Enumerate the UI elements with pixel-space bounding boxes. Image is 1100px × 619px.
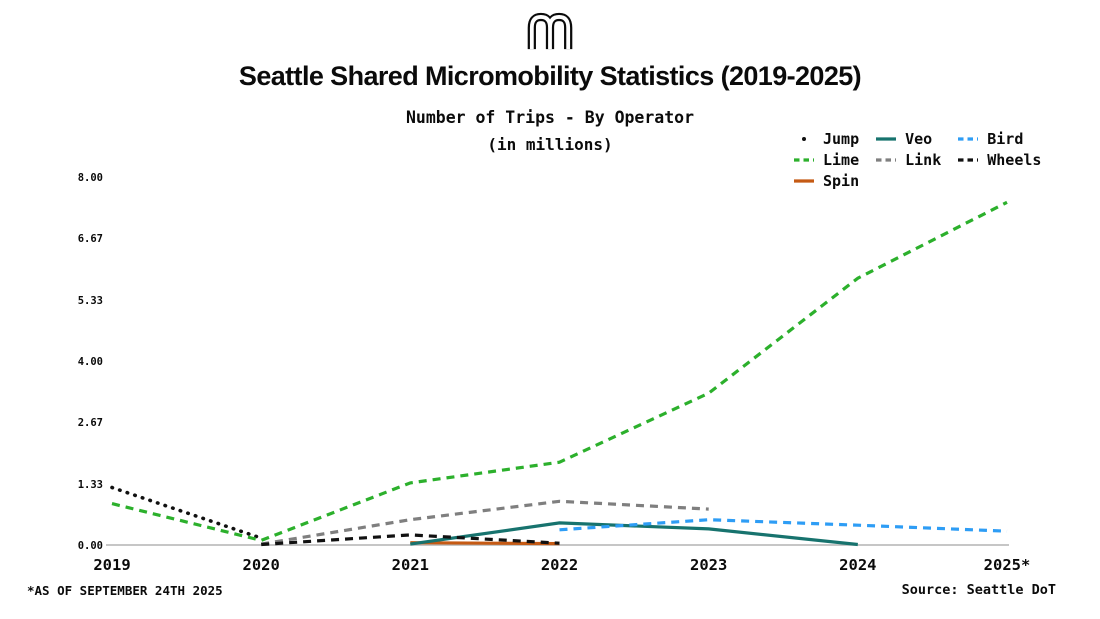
series-line-bird (559, 518, 1008, 533)
source-credit: Source: Seattle DoT (901, 582, 1056, 598)
legend-label: Veo (905, 130, 933, 148)
jump-line-marker-icon (802, 137, 806, 141)
series-line-wheels (261, 533, 560, 547)
legend-item-bird: Bird (957, 130, 1041, 148)
legend-label: Link (905, 151, 942, 169)
y-tick-label: 1.33 (78, 479, 103, 491)
legend-item-wheels: Wheels (957, 151, 1041, 169)
y-tick-label: 2.67 (78, 417, 103, 429)
legend-label: Lime (823, 151, 860, 169)
lime-line-marker-icon (794, 158, 814, 162)
legend-label: Bird (987, 130, 1024, 148)
series-line-spin (410, 541, 560, 546)
legend-label: Jump (823, 130, 860, 148)
series-line-link (260, 499, 709, 546)
chart-units-label: (in millions) (487, 135, 613, 154)
x-tick-label: 2025* (984, 556, 1031, 574)
x-tick-label: 2022 (541, 556, 578, 574)
x-tick-label: 2019 (93, 556, 130, 574)
y-tick-label: 0.00 (78, 540, 103, 552)
spin-line-marker-icon (794, 179, 814, 183)
footnote: *AS OF SEPTEMBER 24TH 2025 (27, 583, 223, 598)
chart-subtitle: Number of Trips - By Operator (405, 108, 695, 127)
page-title: Seattle Shared Micromobility Statistics … (238, 61, 862, 91)
chart-header: Seattle Shared Micromobility Statistics … (0, 0, 1100, 154)
legend-label: Wheels (987, 151, 1042, 169)
y-tick-label: 5.33 (78, 295, 103, 307)
x-tick-label: 2023 (690, 556, 727, 574)
series-line-jump (110, 485, 264, 540)
legend-label: Spin (823, 172, 860, 190)
x-tick-label: 2021 (392, 556, 429, 574)
legend-item-link: Link (875, 151, 941, 169)
bird-line-marker-icon (958, 137, 979, 141)
link-line-marker-icon (876, 158, 897, 162)
legend-item-veo: Veo (875, 130, 941, 148)
y-tick-label: 6.67 (78, 233, 103, 245)
y-tick-label: 8.00 (78, 172, 103, 184)
veo-line-marker-icon (876, 137, 897, 141)
x-tick-label: 2024 (839, 556, 876, 574)
y-tick-label: 4.00 (78, 356, 103, 368)
x-tick-label: 2020 (243, 556, 280, 574)
chart-legend: Jump Veo Bird Lime Link Wheels Spin (793, 130, 1041, 190)
legend-item-jump: Jump (793, 130, 859, 148)
legend-item-lime: Lime (793, 151, 859, 169)
wheels-line-marker-icon (958, 158, 979, 162)
legend-item-spin: Spin (793, 172, 859, 190)
micromobility-logo (527, 12, 573, 50)
series-line-lime (111, 200, 1008, 543)
